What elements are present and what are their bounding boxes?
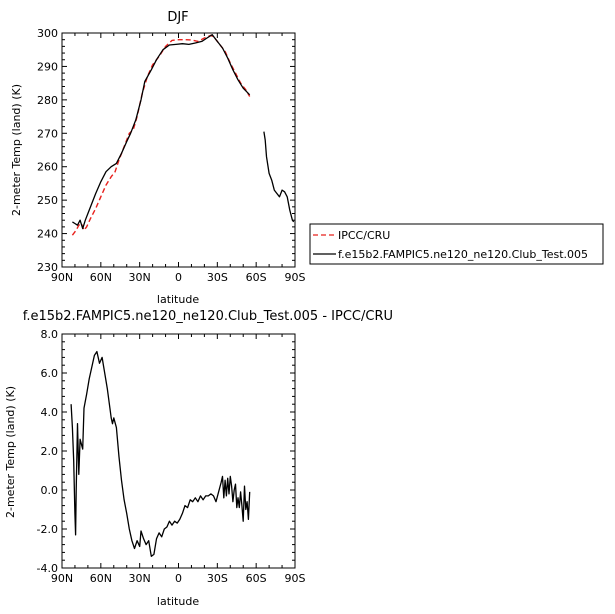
bottom-y-tick-label: -4.0 bbox=[37, 562, 58, 575]
top-x-tick-label: 90N bbox=[51, 271, 73, 284]
top-series-layer bbox=[71, 34, 295, 236]
panel-top: DJF 90N 60N 30N 0 30S 60S 90S 230 240 250 260 270 28… bbox=[10, 10, 306, 306]
top-y-tick-label: 260 bbox=[37, 161, 58, 174]
bottom-y-tick-label: 4.0 bbox=[41, 406, 59, 419]
top-y-axis-label: 2-meter Temp (land) (K) bbox=[10, 84, 23, 216]
bottom-plot-frame bbox=[61, 333, 296, 569]
bottom-y-tick-label: 6.0 bbox=[41, 367, 59, 380]
top-x-tick-label: 30S bbox=[207, 271, 228, 284]
top-y-tick-label: 240 bbox=[37, 228, 58, 241]
bottom-series-0-line-0 bbox=[70, 350, 251, 557]
top-series-1-line-0 bbox=[72, 34, 251, 230]
bottom-x-tick-label: 30S bbox=[207, 572, 228, 585]
legend-label-ipcc: IPCC/CRU bbox=[338, 229, 390, 242]
top-series-0-line-0 bbox=[71, 34, 251, 236]
top-y-tick-label: 300 bbox=[37, 27, 58, 40]
top-y-tick-label: 290 bbox=[37, 60, 58, 73]
top-y-tick-label: 250 bbox=[37, 194, 58, 207]
bottom-x-tick-label: 90S bbox=[285, 572, 306, 585]
bottom-series-layer bbox=[70, 350, 251, 557]
top-ticks-layer: 90N 60N 30N 0 30S 60S 90S 230 240 250 260 270 280 290… bbox=[37, 27, 306, 284]
bottom-y-tick-label: 8.0 bbox=[41, 328, 59, 341]
top-x-tick-label: 90S bbox=[285, 271, 306, 284]
top-y-tick-label: 230 bbox=[37, 261, 58, 274]
legend: IPCC/CRU f.e15b2.FAMPIC5.ne120_ne120.Clu… bbox=[309, 223, 604, 265]
top-chart-title: DJF bbox=[167, 10, 188, 25]
bottom-x-axis-label: latitude bbox=[157, 595, 199, 608]
legend-box bbox=[309, 223, 604, 265]
top-y-tick-label: 270 bbox=[37, 127, 58, 140]
bottom-y-tick-label: 2.0 bbox=[41, 445, 59, 458]
bottom-ticks-layer: 90N 60N 30N 0 30S 60S 90S -4.0 -2.0 0.0 2.0 4.0 6.0 8… bbox=[37, 328, 306, 585]
bottom-y-tick-label: 0.0 bbox=[41, 484, 59, 497]
top-x-tick-label: 30N bbox=[129, 271, 151, 284]
top-x-axis-label: latitude bbox=[157, 293, 199, 306]
bottom-x-tick-label: 60N bbox=[90, 572, 112, 585]
bottom-y-tick-label: -2.0 bbox=[37, 523, 58, 536]
bottom-x-tick-label: 60S bbox=[246, 572, 267, 585]
bottom-x-tick-label: 90N bbox=[51, 572, 73, 585]
top-plot-frame bbox=[61, 32, 296, 268]
bottom-x-tick-label: 30N bbox=[129, 572, 151, 585]
bottom-x-tick-label: 0 bbox=[175, 572, 182, 585]
bottom-y-axis-label: 2-meter Temp (land) (K) bbox=[4, 386, 17, 518]
bottom-chart-title: f.e15b2.FAMPIC5.ne120_ne120.Club_Test.00… bbox=[23, 309, 393, 324]
top-x-tick-label: 60N bbox=[90, 271, 112, 284]
top-x-tick-label: 60S bbox=[246, 271, 267, 284]
top-series-1-line-1 bbox=[263, 131, 295, 223]
top-x-tick-label: 0 bbox=[175, 271, 182, 284]
legend-label-model: f.e15b2.FAMPIC5.ne120_ne120.Club_Test.00… bbox=[338, 248, 588, 261]
panel-bottom: f.e15b2.FAMPIC5.ne120_ne120.Club_Test.00… bbox=[4, 309, 393, 608]
top-y-tick-label: 280 bbox=[37, 94, 58, 107]
